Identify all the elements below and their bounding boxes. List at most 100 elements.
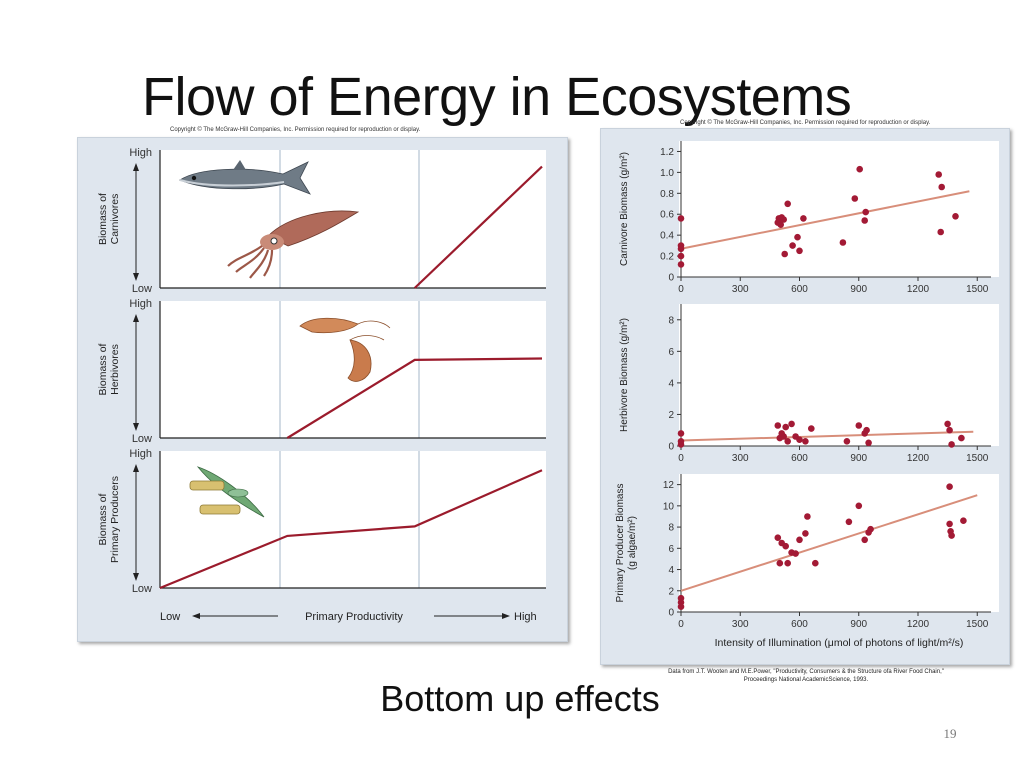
y-tick-label: 1.0 [660,168,674,179]
conceptual-chart-panel: High Low Biomass of Carnivores High Low Biomas… [77,137,568,642]
plot-area [679,141,999,277]
y-axis-label-line-1: Biomass of [97,493,109,545]
data-point [948,532,955,539]
y-tick-label: 0.6 [660,210,674,221]
data-point [944,420,951,428]
squid-eye [270,237,278,245]
data-point [780,216,787,223]
page-number: 19 [943,726,957,741]
data-point [960,517,967,524]
data-point [777,221,784,228]
data-point [855,502,863,510]
data-series-line [413,165,543,289]
shrimp-icon-2 [347,335,385,382]
fish-belly [179,179,285,187]
diatom-rect-2 [199,504,241,515]
x-tick-label: 1200 [907,619,930,630]
data-point [804,513,811,520]
y-tick-label: 0.2 [660,252,674,263]
x-tick-label: 900 [850,453,867,464]
plot-area [679,474,999,612]
shrimp-body [347,339,372,382]
y-tick-label: 8 [668,523,674,534]
copyright-notice-left: Copyright © The McGraw-Hill Companies, I… [170,127,421,133]
data-point [938,183,945,191]
data-point [782,423,789,431]
x-tick-label: 900 [850,619,867,630]
x-axis-label: Primary Productivity [305,611,403,623]
x-axis-high-label: High [514,611,537,623]
data-point [862,208,869,216]
data-point [808,425,815,432]
y-arrow-head-up [133,314,139,322]
copyright-notice-right: Copyright © The McGraw-Hill Companies, I… [680,120,931,126]
x-tick-label: 600 [791,619,808,630]
data-point [946,520,953,528]
y-tick-label: 4 [668,378,674,389]
y-tick-label: 0 [668,608,674,619]
x-arrow-left-head [192,613,200,619]
y-tick-label: 8 [668,315,674,326]
fish-icon [179,160,311,195]
x-arrow-right-head [502,613,510,619]
y-tick-label: 0 [668,442,674,453]
data-point [839,239,847,246]
fish-eye [191,175,197,181]
data-point [946,483,953,491]
data-point [863,426,870,434]
y-arrow-head-down [133,273,139,281]
x-tick-label: 600 [791,284,808,295]
diatom-rect-1 [189,480,225,491]
y-arrow-head-up [133,464,139,472]
y-tick-label: 0.8 [660,189,674,200]
data-point [851,195,859,202]
data-point [794,233,801,241]
x-tick-label: 1500 [966,284,989,295]
data-point [796,536,803,544]
data-point [935,171,942,178]
y-axis-label-line-1: Biomass of [97,193,109,245]
data-point [802,438,809,445]
data-point [802,530,809,537]
data-point [958,434,965,442]
data-point [855,422,863,429]
data-point [796,247,803,255]
data-point [782,542,789,550]
x-tick-label: 300 [732,619,749,630]
fish-fin [233,160,246,170]
y-tick-label: 4 [668,565,674,576]
y-tick-label: 10 [663,501,675,512]
data-point [867,525,874,533]
x-tick-label: 300 [732,284,749,295]
data-point [781,250,788,258]
tick-label-low: Low [132,433,152,445]
x-tick-label: 1200 [907,453,930,464]
data-point [843,438,851,445]
shrimp-antenna [357,320,391,329]
fish-body [179,161,311,195]
y-axis-label: Herbivore Biomass (g/m²) [619,318,630,432]
x-tick-label: 0 [678,284,684,295]
data-point [677,245,685,253]
data-point [861,536,868,544]
squid-tentacles [227,245,274,279]
y-axis-label-line-2: (g algae/m²) [627,516,638,570]
data-point [856,165,863,173]
data-point [952,213,959,220]
y-axis-label-line-2: Carnivores [109,194,121,245]
x-axis-low-label: Low [160,611,180,623]
data-plots-panel: 0 0.2 0.4 0.6 0.8 1.0 1.2 0 300 600 900 1200 1500 Car… [600,128,1010,665]
plot-area [160,451,546,588]
data-point [812,559,819,567]
data-point [789,242,796,249]
x-tick-label: 0 [678,619,684,630]
data-point [937,228,944,236]
shrimp-icon [299,317,391,334]
data-point [792,550,799,557]
data-point [865,439,872,447]
y-tick-label: 2 [668,410,674,421]
scatter-plots: 00.20.40.60.81.01.20 300 600 900 1200 1500Car… [615,141,999,649]
algae-icon [189,466,265,518]
regression-line [680,494,978,592]
